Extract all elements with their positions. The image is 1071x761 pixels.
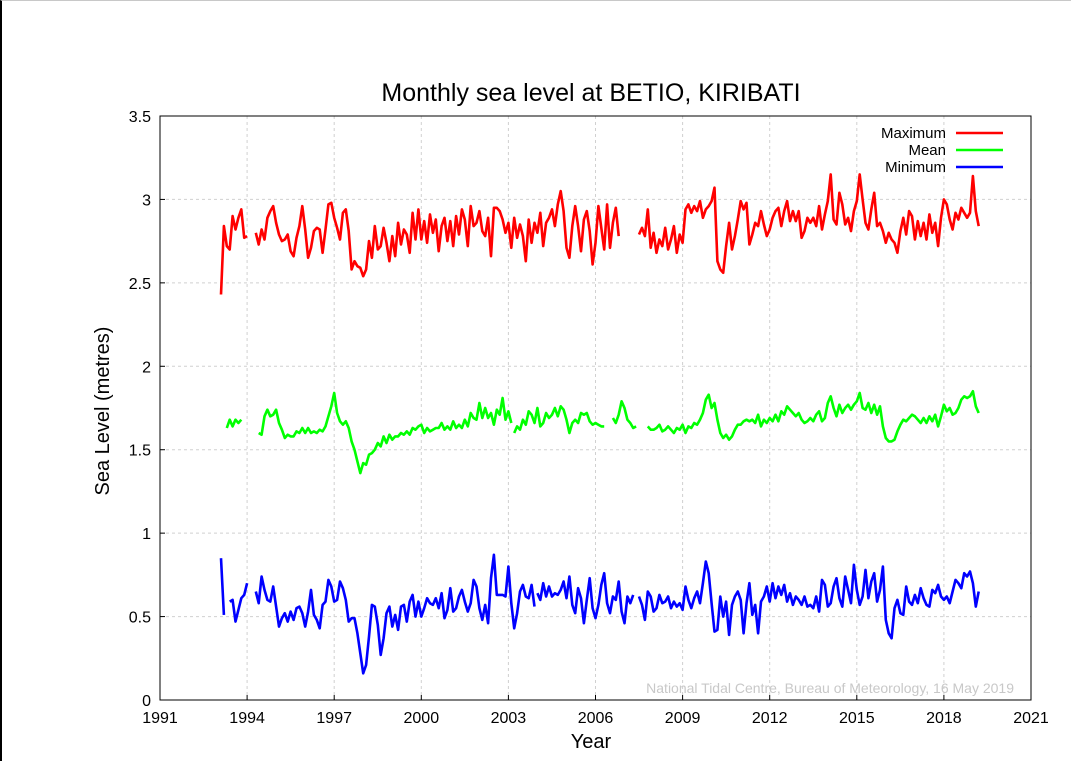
y-tick-label: 0 bbox=[142, 693, 151, 710]
series-line-minimum bbox=[219, 553, 980, 675]
y-tick-label: 2 bbox=[142, 359, 151, 376]
y-axis-title: Sea Level (metres) bbox=[92, 327, 114, 496]
credit-text: National Tidal Centre, Bureau of Meteoro… bbox=[646, 680, 1014, 696]
x-tick-label: 2003 bbox=[491, 710, 527, 727]
axis-ticks bbox=[159, 115, 1032, 701]
legend-label-minimum: Minimum bbox=[885, 159, 946, 176]
x-axis-title: Year bbox=[571, 731, 612, 753]
x-tick-label: 2009 bbox=[665, 710, 701, 727]
x-tick-label: 1991 bbox=[142, 710, 178, 727]
x-tick-label: 2006 bbox=[578, 710, 614, 727]
y-tick-label: 3.5 bbox=[129, 109, 151, 126]
y-tick-label: 2.5 bbox=[129, 276, 151, 293]
x-tick-label: 2015 bbox=[839, 710, 875, 727]
x-tick-label: 2012 bbox=[752, 710, 788, 727]
y-axis-tick-labels: 0 0.5 1 1.5 2 2.5 3 3.5 bbox=[129, 109, 151, 710]
legend-label-maximum: Maximum bbox=[881, 125, 946, 142]
legend-label-mean: Mean bbox=[908, 142, 946, 159]
series-line-mean bbox=[225, 390, 980, 475]
y-tick-label: 1.5 bbox=[129, 443, 151, 460]
x-tick-label: 1997 bbox=[316, 710, 352, 727]
series-line-maximum bbox=[219, 173, 980, 295]
y-tick-label: 3 bbox=[142, 192, 151, 209]
x-tick-label: 2021 bbox=[1013, 710, 1049, 727]
x-tick-label: 2018 bbox=[926, 710, 962, 727]
series-lines bbox=[219, 173, 980, 675]
x-axis-tick-labels: 1991 1994 1997 2000 2003 2006 2009 2012 2015 2018… bbox=[142, 710, 1049, 727]
y-tick-label: 0.5 bbox=[129, 610, 151, 627]
chart-title: Monthly sea level at BETIO, KIRIBATI bbox=[381, 79, 800, 107]
x-tick-label: 1994 bbox=[229, 710, 265, 727]
x-tick-label: 2000 bbox=[404, 710, 440, 727]
y-tick-label: 1 bbox=[142, 526, 151, 543]
